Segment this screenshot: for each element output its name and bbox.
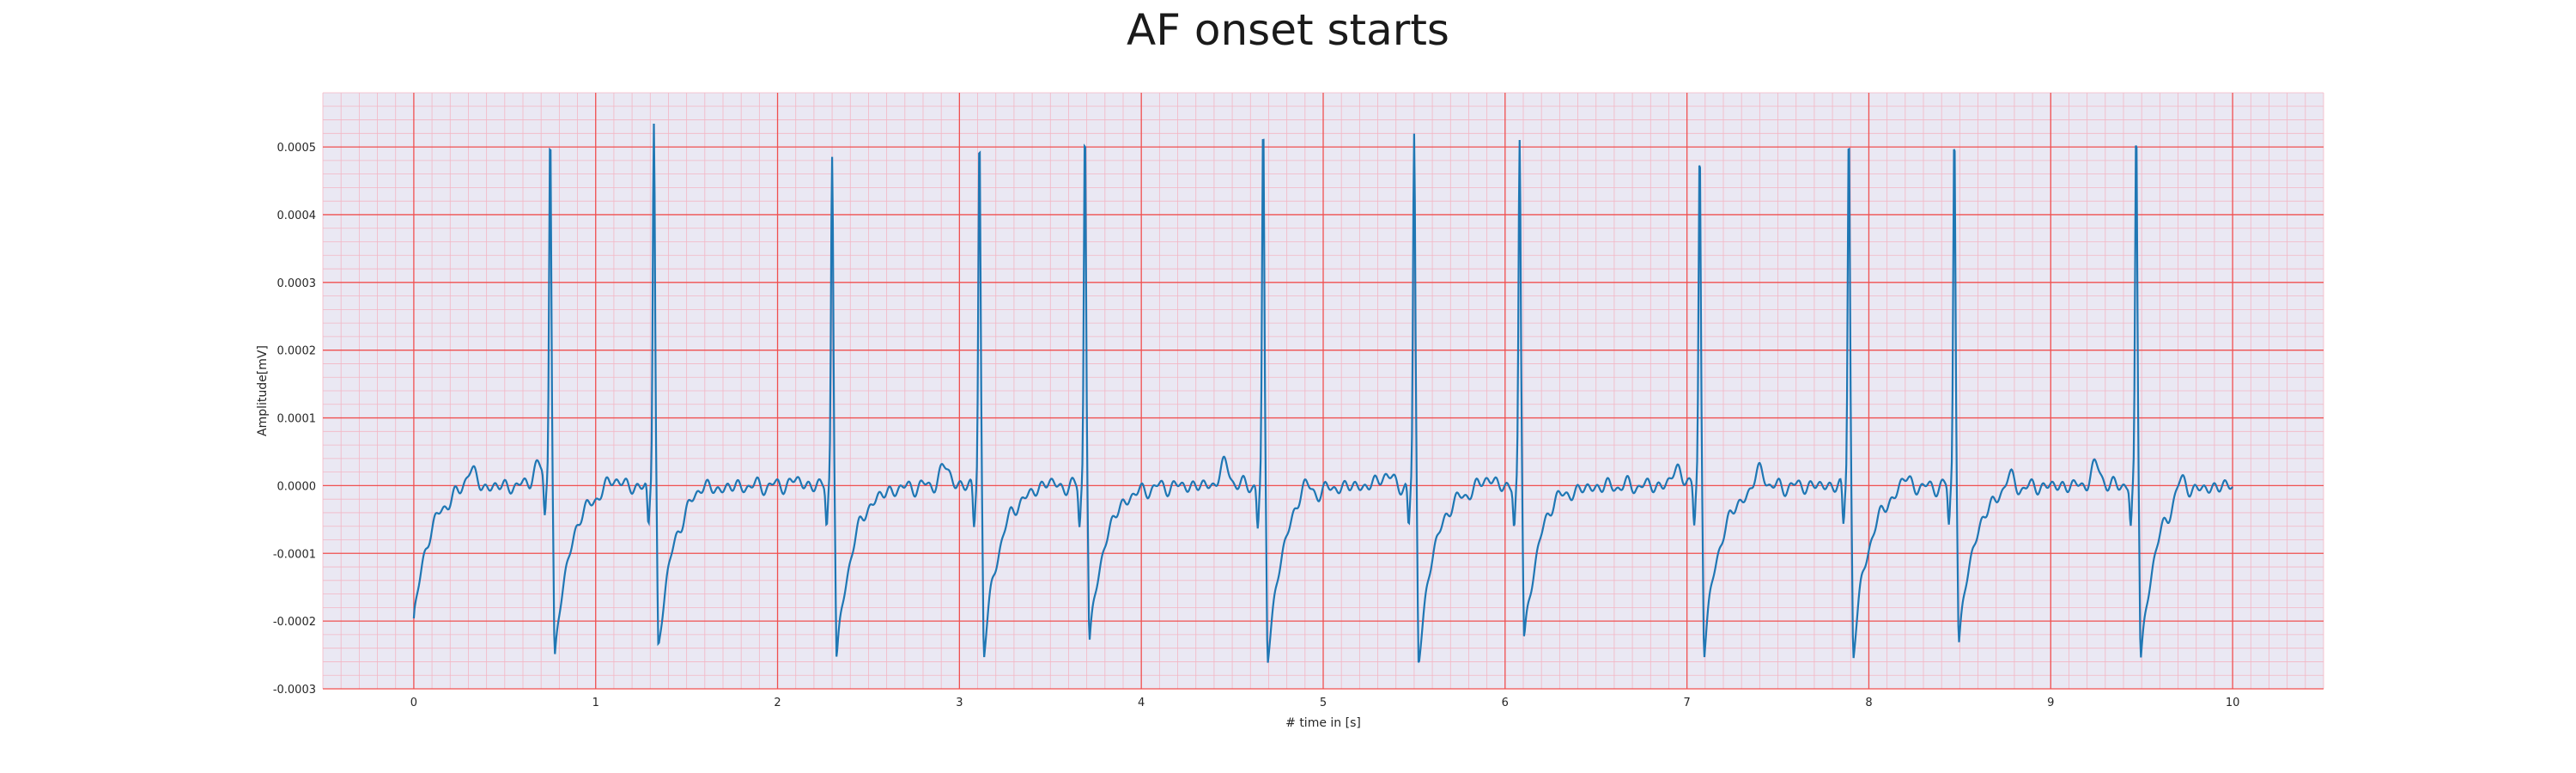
major-grid — [323, 93, 2324, 690]
x-tick-label: 5 — [1320, 697, 1327, 709]
y-tick-label: 0.0004 — [277, 210, 317, 222]
y-tick-label: 0.0005 — [277, 142, 317, 155]
x-tick-label: 10 — [2226, 697, 2240, 709]
x-tick-label: 6 — [1502, 697, 1509, 709]
y-tick-label: 0.0001 — [277, 413, 317, 426]
x-axis-label: # time in [s] — [1285, 716, 1361, 730]
y-tick-label: 0.0003 — [277, 277, 317, 290]
chart-title: AF onset starts — [1127, 5, 1449, 55]
y-tick-label: 0.0000 — [277, 480, 317, 493]
y-tick-label: -0.0003 — [273, 684, 316, 697]
x-tick-label: 1 — [592, 697, 599, 709]
y-tick-label: -0.0001 — [273, 548, 316, 561]
x-tick-label: 4 — [1138, 697, 1145, 709]
y-tick-label: 0.0002 — [277, 345, 317, 358]
x-tick-label: 0 — [410, 697, 417, 709]
y-tick-label: -0.0002 — [273, 616, 316, 629]
y-axis-ticks: -0.0003 -0.0002 -0.0001 0.0000 0.0001 0.0002 0… — [273, 142, 316, 697]
x-axis-ticks: 0 1 2 3 4 5 6 7 8 9 10 — [410, 697, 2240, 709]
x-tick-label: 2 — [774, 697, 781, 709]
x-tick-label: 9 — [2047, 697, 2054, 709]
x-tick-label: 7 — [1683, 697, 1690, 709]
ecg-signal-line — [412, 124, 2233, 663]
x-tick-label: 8 — [1865, 697, 1872, 709]
x-tick-label: 3 — [956, 697, 963, 709]
y-axis-label: Amplitude[mV] — [256, 345, 270, 436]
